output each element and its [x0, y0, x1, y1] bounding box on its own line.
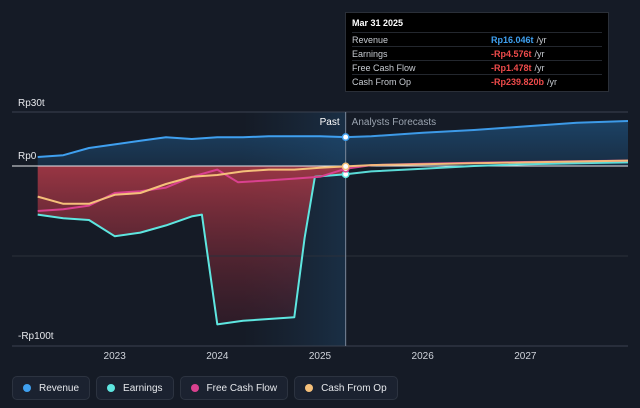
- tooltip-label: Earnings: [352, 48, 388, 59]
- series-forecast-line-3: [345, 159, 629, 168]
- legend-dot-icon: [190, 384, 199, 392]
- series-marker-0: [341, 133, 350, 142]
- tooltip-value: -Rp4.576t: [491, 48, 532, 59]
- legend-item-free-cash-flow[interactable]: Free Cash Flow: [179, 376, 289, 400]
- x-tick-label: 2027: [514, 351, 537, 360]
- legend-dot-icon: [23, 384, 31, 392]
- series-line-1: [37, 173, 346, 326]
- financial-chart: 2023 2024 2025 2026 2027 Past Analysts Forecas…: [12, 111, 629, 360]
- y-tick-label-zero: Rp0: [18, 151, 37, 162]
- forecast-label: Analysts Forecasts: [352, 117, 436, 128]
- legend-dot-icon: [107, 384, 116, 392]
- legend-item-revenue[interactable]: Revenue: [12, 376, 91, 400]
- tooltip-unit: /yr: [547, 76, 558, 87]
- past-label: Past: [320, 117, 340, 128]
- legend-label: Free Cash Flow: [206, 382, 278, 394]
- revenue-area: [37, 121, 628, 166]
- x-tick-label: 2025: [309, 351, 332, 360]
- tooltip-unit: /yr: [534, 62, 545, 73]
- tooltip-row-revenue: Revenue Rp16.046t /yr: [352, 32, 602, 46]
- tooltip-label: Revenue: [352, 34, 389, 45]
- y-tick-label-top: Rp30t: [18, 98, 45, 109]
- y-tick-label-bottom: -Rp100t: [18, 331, 54, 342]
- legend-label: Cash From Op: [321, 382, 387, 394]
- tooltip-row-free-cash-flow: Free Cash Flow -Rp1.478t /yr: [352, 60, 602, 74]
- series-line-0: [37, 135, 346, 158]
- legend-dot-icon: [305, 384, 314, 392]
- series-forecast-line-1: [345, 161, 629, 176]
- x-tick-label: 2024: [206, 351, 229, 360]
- legend-label: Earnings: [123, 382, 163, 394]
- tooltip-label: Free Cash Flow: [352, 62, 416, 73]
- legend-label: Revenue: [39, 382, 80, 394]
- tooltip-row-cash-from-op: Cash From Op -Rp239.820b /yr: [352, 74, 602, 88]
- legend-item-cash-from-op[interactable]: Cash From Op: [294, 376, 398, 400]
- series-line-3: [37, 165, 346, 205]
- tooltip-row-earnings: Earnings -Rp4.576t /yr: [352, 46, 602, 60]
- tooltip-value: -Rp1.478t: [491, 62, 532, 73]
- tooltip: Mar 31 2025 Revenue Rp16.046t /yr Earnin…: [345, 12, 609, 92]
- tooltip-value: -Rp239.820b: [491, 76, 545, 87]
- tooltip-unit: /yr: [536, 34, 547, 45]
- x-tick-label: 2026: [412, 351, 435, 360]
- legend-item-earnings[interactable]: Earnings: [96, 376, 174, 400]
- tooltip-label: Cash From Op: [352, 76, 412, 87]
- series-forecast-line-0: [345, 120, 629, 139]
- tooltip-date: Mar 31 2025: [352, 18, 404, 28]
- earnings-area: [37, 166, 346, 325]
- x-tick-label: 2023: [104, 351, 127, 360]
- legend: Revenue Earnings Free Cash Flow Cash Fro…: [12, 376, 398, 400]
- tooltip-unit: /yr: [534, 48, 545, 59]
- series-marker-3: [341, 162, 350, 171]
- tooltip-value: Rp16.046t: [491, 34, 534, 45]
